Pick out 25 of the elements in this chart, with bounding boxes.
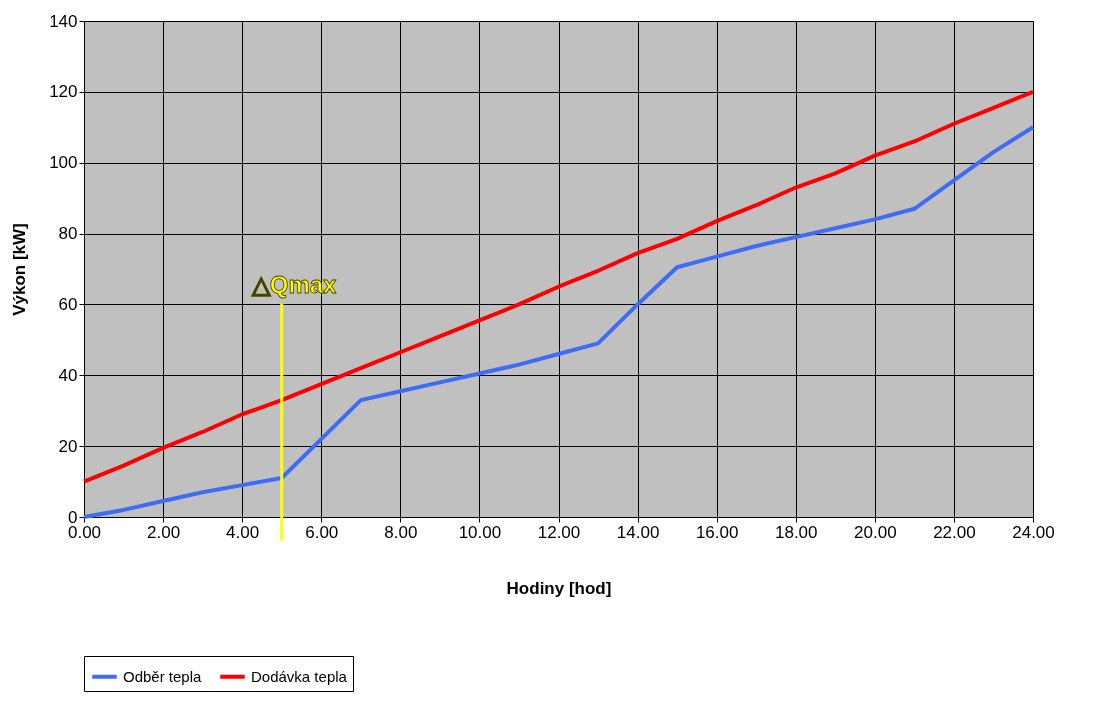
line-series	[82, 125, 1035, 519]
y-tick-label: 140	[49, 11, 78, 31]
y-tick-label: 80	[58, 224, 78, 244]
y-tick-label: 20	[58, 436, 78, 456]
x-tick-label: 8.00	[384, 522, 418, 542]
x-tick-label: 16.00	[695, 522, 739, 542]
x-tick-label: 6.00	[305, 522, 339, 542]
y-tick-label: 40	[58, 365, 78, 385]
line-series	[82, 89, 1035, 484]
x-tick-label: 18.00	[774, 522, 818, 542]
x-axis-title: Hodiny [hod]	[506, 578, 612, 598]
x-tick-label: 4.00	[226, 522, 260, 542]
y-axis-title: Výkon [kW]	[10, 223, 30, 316]
y-tick-label: 120	[49, 82, 78, 102]
x-tick-label: 12.00	[537, 522, 581, 542]
x-tick-label: 2.00	[147, 522, 181, 542]
x-tick-label: 20.00	[854, 522, 897, 542]
x-tick-label: 22.00	[933, 522, 976, 542]
y-tick-label: 60	[58, 294, 78, 314]
x-tick-label: 24.00	[1012, 522, 1055, 542]
x-tick-label: 14.00	[616, 522, 660, 542]
legend-label: Odběr tepla	[123, 667, 203, 685]
x-tick-label: 10.00	[458, 522, 502, 542]
legend-label: Dodávka tepla	[251, 667, 348, 685]
y-tick-label: 100	[49, 153, 78, 173]
